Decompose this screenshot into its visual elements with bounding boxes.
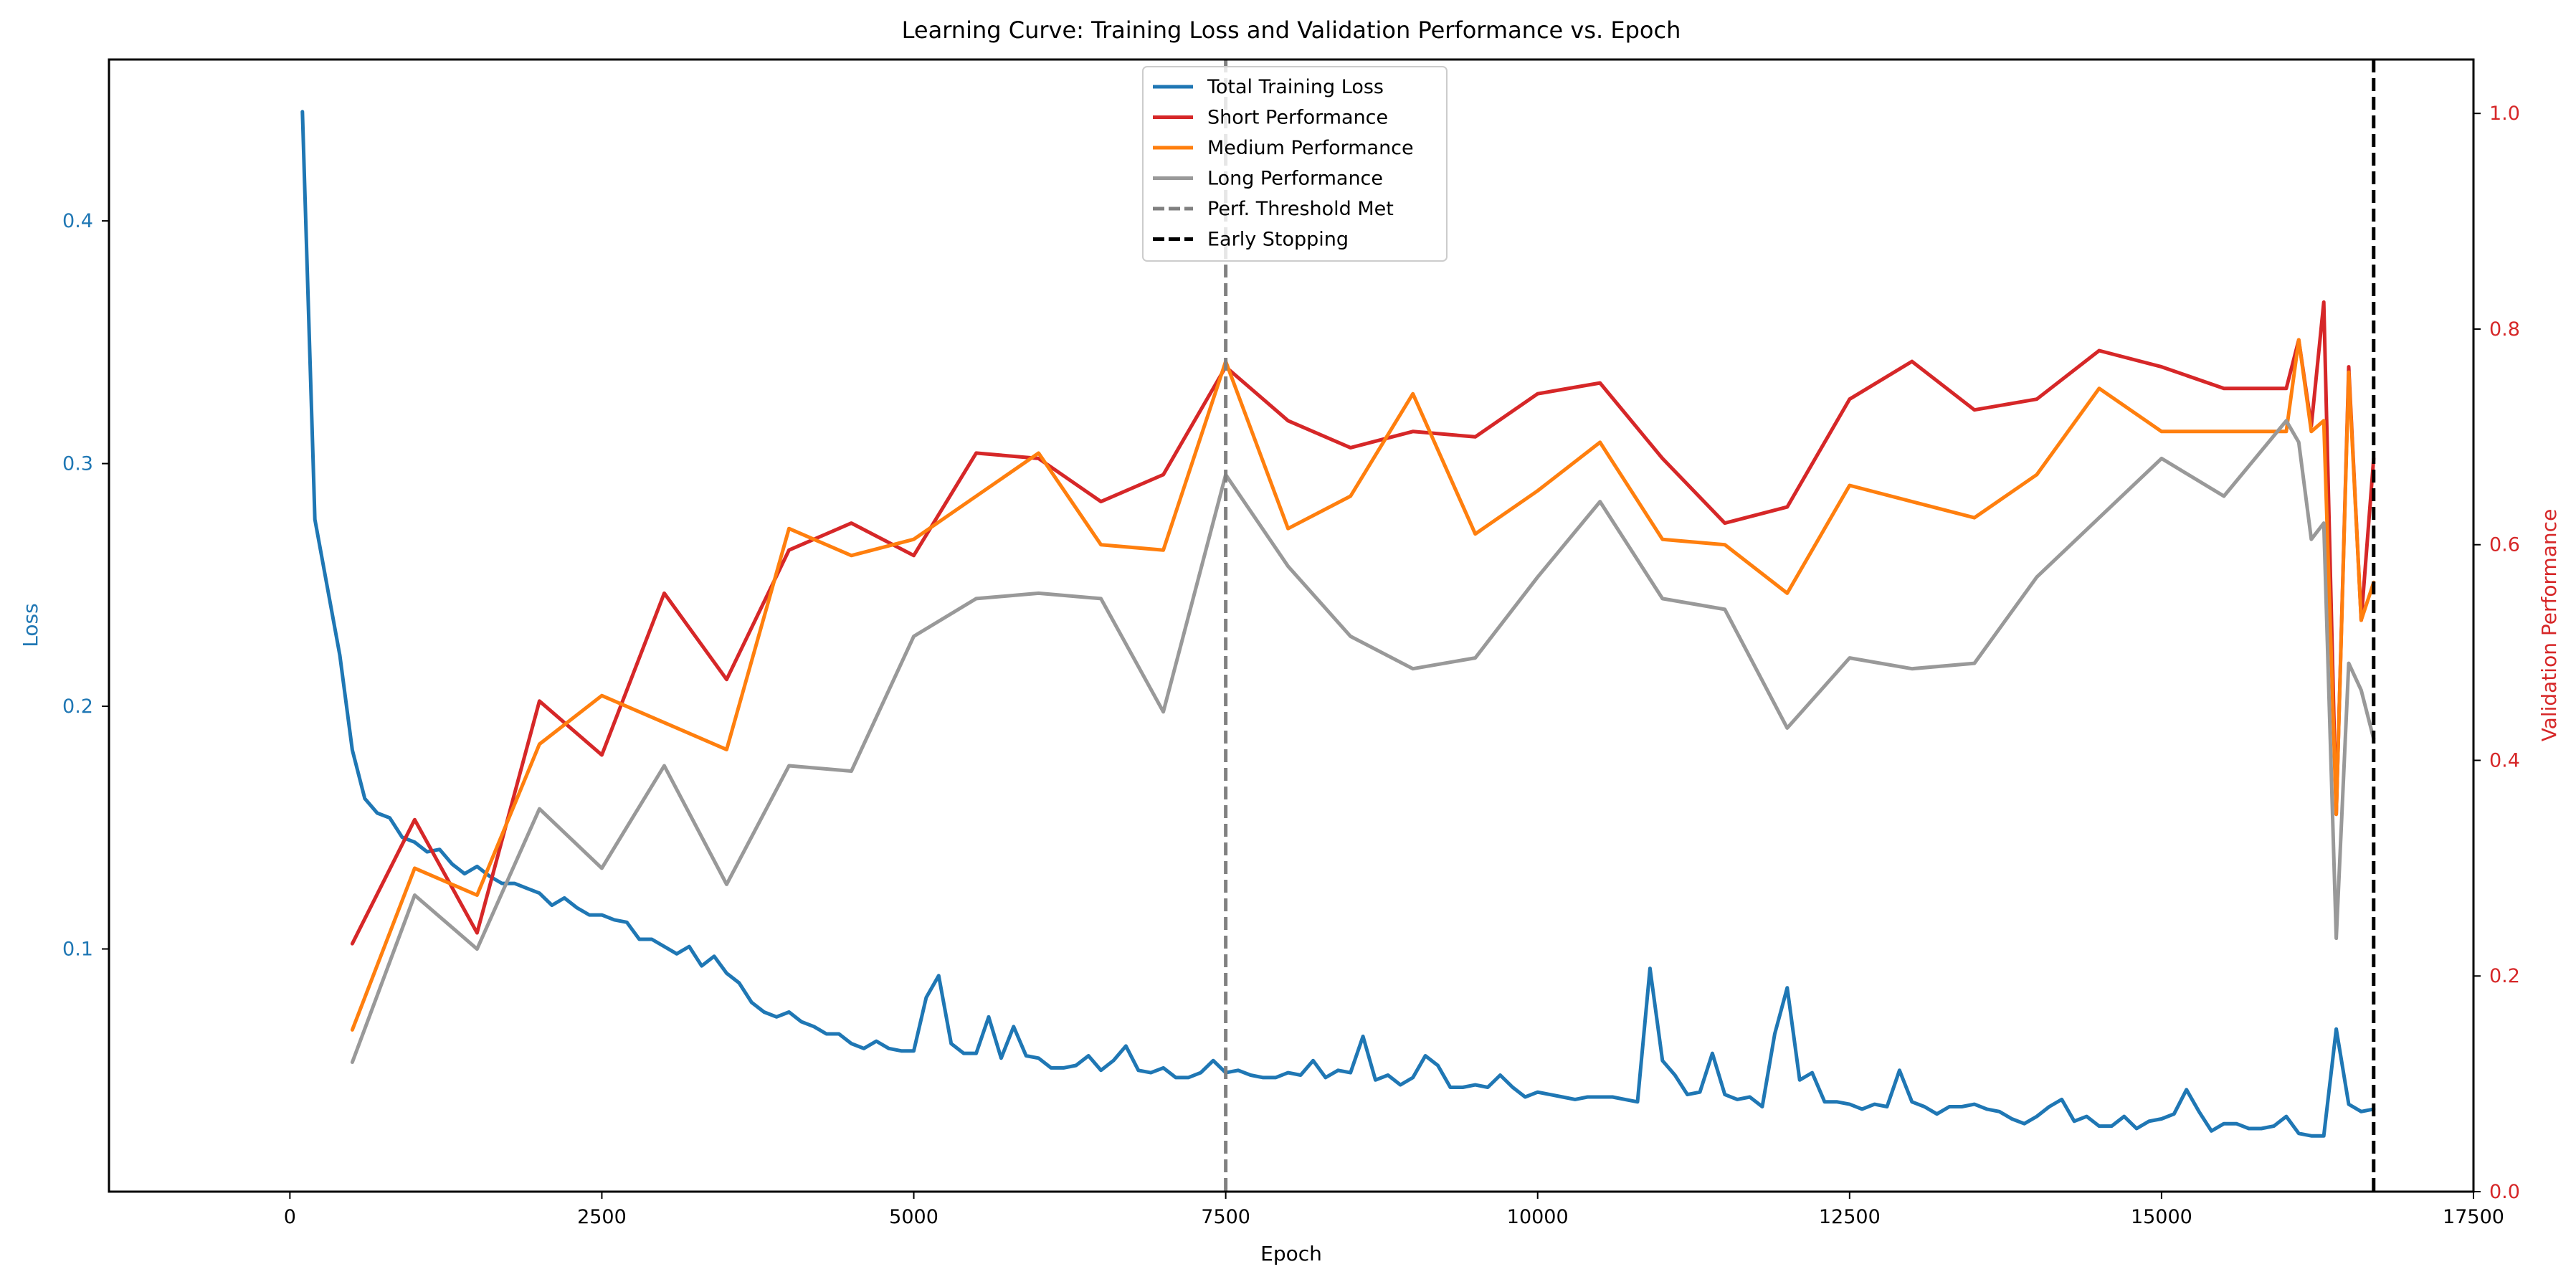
x-axis-label: Epoch xyxy=(1260,1242,1322,1265)
y-left-tick-label: 0.2 xyxy=(62,695,93,718)
y-right-tick-label: 0.2 xyxy=(2489,965,2520,987)
plot-frame xyxy=(108,58,2475,1193)
y-left-tick-label: 0.3 xyxy=(62,453,93,475)
y-left-tick-label: 0.4 xyxy=(62,210,93,232)
y-axis-right-label: Validation Performance xyxy=(2537,509,2561,742)
y-left-tick-label: 0.1 xyxy=(62,939,93,961)
y-right-tick-label: 0.8 xyxy=(2489,318,2520,341)
x-tick-label: 15000 xyxy=(2131,1206,2192,1228)
y-right-tick-label: 0.4 xyxy=(2489,749,2520,771)
series-line-total-training-loss xyxy=(300,110,2376,1138)
legend-label-early-stopping: Early Stopping xyxy=(1207,229,1349,251)
legend-box xyxy=(1142,66,1448,262)
x-tick-label: 17500 xyxy=(2443,1206,2504,1228)
legend-label-long-performance: Long Performance xyxy=(1207,168,1383,190)
chart-title: Learning Curve: Training Loss and Valida… xyxy=(902,16,1681,44)
x-tick-label: 0 xyxy=(284,1206,296,1228)
legend-label-short-performance: Short Performance xyxy=(1207,107,1388,129)
x-tick-label: 7500 xyxy=(1201,1206,1250,1228)
y-right-tick-label: 0.6 xyxy=(2489,534,2520,556)
legend-label-medium-performance: Medium Performance xyxy=(1207,137,1414,159)
x-tick-label: 5000 xyxy=(889,1206,938,1228)
y-right-tick-label: 0.0 xyxy=(2489,1181,2520,1203)
x-tick-label: 10000 xyxy=(1507,1206,1569,1228)
x-tick-label: 12500 xyxy=(1819,1206,1881,1228)
series-line-long-performance xyxy=(350,419,2376,1064)
legend-label-total-training-loss: Total Training Loss xyxy=(1207,76,1384,98)
y-right-tick-label: 1.0 xyxy=(2489,103,2520,125)
series-line-short-performance xyxy=(350,300,2376,946)
legend-label-perf-threshold-met: Perf. Threshold Met xyxy=(1207,198,1394,220)
series-line-medium-performance xyxy=(350,338,2376,1032)
legend: Total Training Loss Short Performance Medi… xyxy=(1142,66,1448,262)
y-axis-left-label: Loss xyxy=(19,603,42,647)
x-tick-label: 2500 xyxy=(577,1206,627,1228)
